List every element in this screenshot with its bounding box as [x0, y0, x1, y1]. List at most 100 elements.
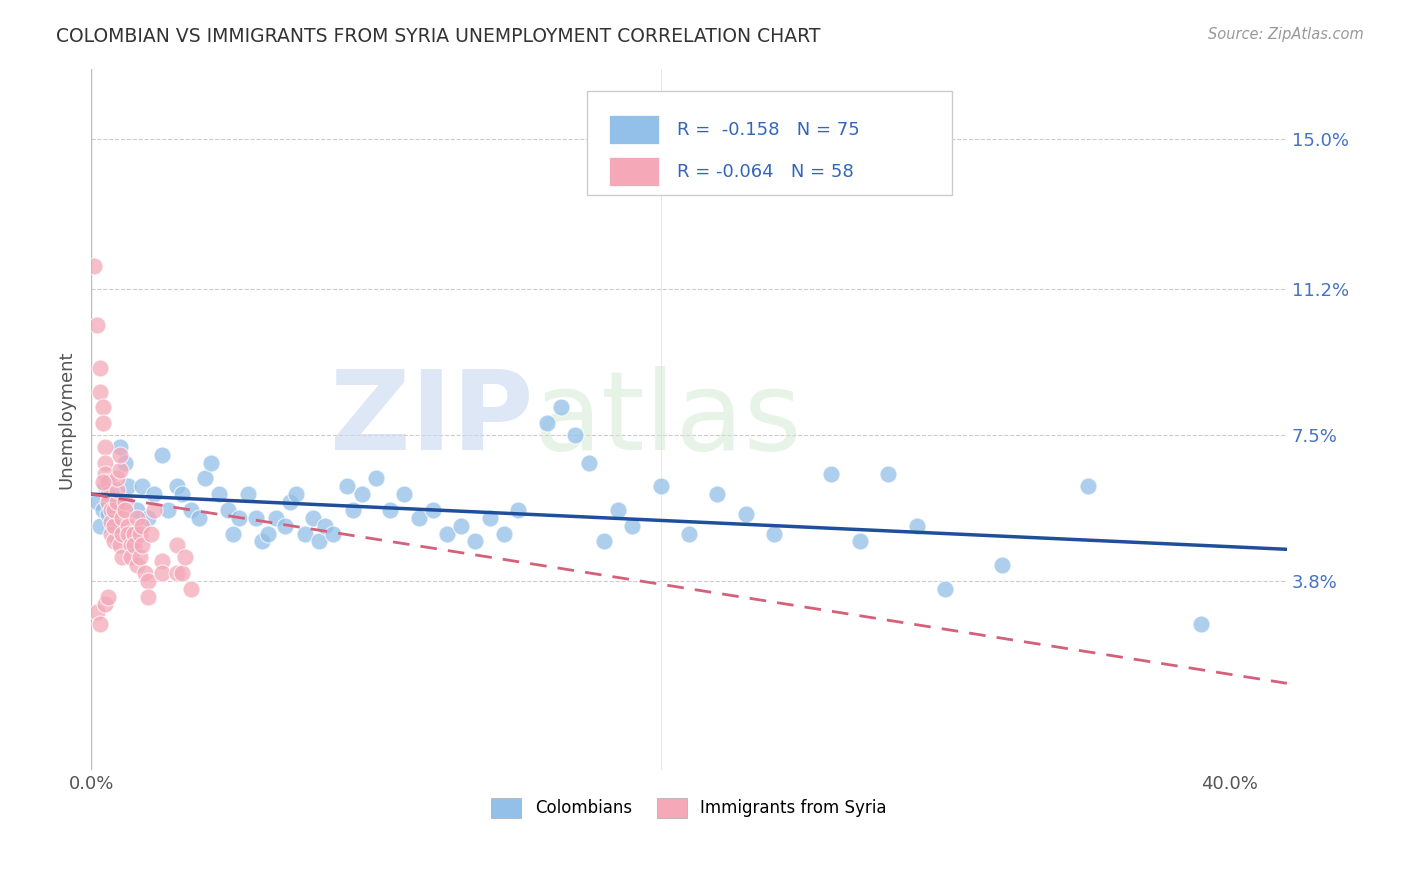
Point	[100, 487, 122, 501]
Text: ZIP: ZIP	[330, 366, 533, 473]
Point	[180, 503, 202, 517]
Point	[934, 582, 956, 596]
Point	[103, 534, 125, 549]
Point	[89, 617, 111, 632]
Point	[139, 526, 162, 541]
Point	[97, 495, 120, 509]
Point	[285, 487, 308, 501]
Y-axis label: Unemployment: Unemployment	[58, 350, 75, 489]
Point	[86, 606, 108, 620]
Point	[94, 456, 117, 470]
Point	[464, 534, 486, 549]
Point	[228, 510, 250, 524]
Point	[236, 487, 259, 501]
Point	[264, 510, 287, 524]
Point	[89, 384, 111, 399]
Text: atlas: atlas	[533, 366, 801, 473]
Point	[200, 456, 222, 470]
Point	[492, 526, 515, 541]
Text: COLOMBIAN VS IMMIGRANTS FROM SYRIA UNEMPLOYMENT CORRELATION CHART: COLOMBIAN VS IMMIGRANTS FROM SYRIA UNEMP…	[56, 27, 821, 45]
Point	[131, 518, 153, 533]
Point	[322, 526, 344, 541]
FancyBboxPatch shape	[609, 115, 659, 145]
Point	[436, 526, 458, 541]
Point	[550, 401, 572, 415]
Point	[166, 538, 188, 552]
Point	[125, 558, 148, 572]
Point	[150, 566, 173, 580]
Point	[706, 487, 728, 501]
Point	[342, 503, 364, 517]
Point	[166, 566, 188, 580]
Point	[1191, 617, 1213, 632]
Point	[122, 526, 145, 541]
Point	[222, 526, 245, 541]
Point	[606, 503, 628, 517]
Point	[103, 518, 125, 533]
Point	[564, 428, 586, 442]
Point	[1077, 479, 1099, 493]
FancyBboxPatch shape	[609, 157, 659, 186]
Point	[408, 510, 430, 524]
Point	[422, 503, 444, 517]
Point	[478, 510, 501, 524]
Point	[122, 538, 145, 552]
Text: R =  -0.158   N = 75: R = -0.158 N = 75	[678, 120, 860, 138]
Point	[108, 463, 131, 477]
Point	[350, 487, 373, 501]
Point	[120, 538, 142, 552]
Point	[117, 518, 139, 533]
Point	[142, 503, 165, 517]
FancyBboxPatch shape	[588, 91, 952, 194]
Point	[302, 510, 325, 524]
Point	[103, 518, 125, 533]
Point	[108, 448, 131, 462]
Point	[100, 515, 122, 529]
Point	[89, 361, 111, 376]
Point	[91, 401, 114, 415]
Point	[114, 456, 136, 470]
Point	[94, 440, 117, 454]
Point	[280, 495, 302, 509]
Point	[991, 558, 1014, 572]
Point	[536, 416, 558, 430]
Point	[125, 510, 148, 524]
Point	[91, 416, 114, 430]
Point	[94, 467, 117, 482]
Point	[308, 534, 330, 549]
Point	[256, 526, 278, 541]
Point	[245, 510, 267, 524]
Point	[820, 467, 842, 482]
Point	[111, 526, 134, 541]
Point	[314, 518, 336, 533]
Point	[128, 526, 150, 541]
Point	[849, 534, 872, 549]
Point	[172, 566, 194, 580]
Point	[735, 507, 758, 521]
Point	[180, 582, 202, 596]
Point	[122, 526, 145, 541]
Point	[188, 510, 211, 524]
Point	[650, 479, 672, 493]
Point	[97, 507, 120, 521]
Point	[194, 471, 217, 485]
Point	[394, 487, 416, 501]
Point	[134, 566, 156, 580]
Point	[97, 475, 120, 490]
Point	[450, 518, 472, 533]
Point	[508, 503, 530, 517]
Legend: Colombians, Immigrants from Syria: Colombians, Immigrants from Syria	[485, 791, 893, 825]
Point	[91, 503, 114, 517]
Point	[86, 495, 108, 509]
Point	[105, 495, 128, 509]
Point	[166, 479, 188, 493]
Point	[105, 471, 128, 485]
Point	[578, 456, 600, 470]
Text: Source: ZipAtlas.com: Source: ZipAtlas.com	[1208, 27, 1364, 42]
Point	[100, 503, 122, 517]
Point	[131, 479, 153, 493]
Point	[136, 574, 159, 588]
Point	[103, 503, 125, 517]
Point	[678, 526, 700, 541]
Point	[117, 526, 139, 541]
